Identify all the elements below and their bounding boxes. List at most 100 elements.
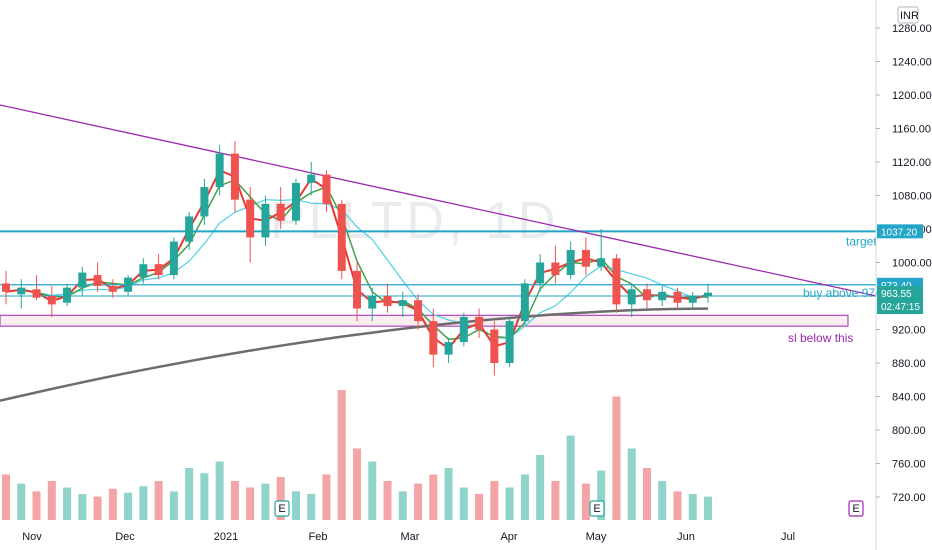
volume-bar (444, 468, 453, 520)
candle-body (398, 300, 407, 307)
volume-bar (63, 487, 72, 520)
volume-bar (230, 481, 239, 520)
candle-body (688, 296, 697, 303)
price-label: 963.55 (881, 289, 912, 300)
volume-bar (322, 474, 331, 520)
candle-body (337, 203, 346, 271)
volume-bar (581, 483, 590, 520)
x-tick-label: Jun (677, 531, 695, 543)
volume-bar (169, 491, 178, 520)
candle-body (17, 287, 26, 295)
volume-bar (291, 491, 300, 520)
candle-body (673, 291, 682, 303)
x-tick-label: Apr (500, 531, 517, 543)
volume-bar (658, 481, 667, 520)
annotation-0: target (846, 234, 877, 248)
candle-body (551, 262, 560, 276)
candle-body (429, 321, 438, 355)
candle-body (475, 316, 484, 330)
candle-body (444, 342, 453, 355)
candle-body (612, 258, 621, 305)
candle-body (291, 182, 300, 221)
trendline[interactable] (0, 104, 877, 297)
y-tick-label: 840.00 (892, 392, 926, 404)
annotation-2: sl below this (788, 331, 853, 345)
price-label: 1037.20 (881, 227, 918, 238)
volume-bar (551, 481, 560, 520)
time-axis[interactable]: Nov Dec 2021 Feb Mar Apr May Jun Jul (22, 531, 795, 543)
y-tick-label: 1120.00 (892, 157, 931, 169)
y-tick-label: 1240.00 (892, 57, 932, 69)
volume-bar (261, 483, 270, 520)
volume-bar (673, 491, 682, 520)
volume-bar (566, 435, 575, 520)
volume-bar (490, 481, 499, 520)
x-tick-label: 2021 (214, 531, 238, 543)
earnings-badge-label: E (852, 503, 859, 515)
y-tick-label: 1200.00 (892, 90, 932, 102)
descending-trendline (0, 104, 877, 297)
annotations: target buy above 974 sl below this (788, 234, 882, 345)
volume-bar (505, 487, 514, 520)
y-tick-label: 760.00 (892, 459, 926, 471)
candle-body (215, 153, 224, 188)
candle-body (704, 292, 712, 296)
y-tick-label: 920.00 (892, 325, 926, 337)
volume-bar (47, 481, 56, 520)
volume-bar (139, 486, 148, 520)
volume-bars (2, 390, 712, 520)
volume-bar (429, 474, 438, 520)
ma-200-line (0, 307, 709, 402)
y-tick-label: 1160.00 (892, 124, 931, 136)
candle-body (230, 153, 239, 200)
candle-body (383, 296, 392, 307)
y-tick-label: 1280.00 (892, 23, 932, 35)
candle-body (93, 275, 102, 286)
candle-body (322, 174, 331, 204)
volume-bar (368, 461, 377, 520)
volume-bar (459, 487, 468, 520)
ma-slow-line (5, 199, 709, 339)
candle-body (169, 241, 178, 276)
volume-bar (475, 494, 484, 520)
candle-body (200, 187, 209, 217)
candle-body (246, 199, 255, 238)
candle-body (642, 289, 651, 301)
candle-body (414, 300, 423, 322)
currency-box (897, 6, 919, 24)
candle-body (505, 321, 514, 363)
price-label-box (877, 286, 923, 315)
y-tick-label: 720.00 (892, 492, 926, 504)
candle-body (154, 264, 163, 276)
volume-bar (398, 491, 407, 520)
currency-label: INR (900, 10, 919, 22)
candle-body (627, 289, 636, 305)
x-tick-label: Jul (781, 531, 795, 543)
volume-bar (383, 481, 392, 520)
candle-body (124, 277, 133, 292)
candle-body (185, 216, 194, 242)
volume-bar (627, 448, 636, 520)
volume-bar (612, 396, 621, 520)
volume-bar (353, 448, 361, 520)
volume-bar (536, 455, 545, 520)
x-tick-label: Dec (115, 531, 135, 543)
candle-body (597, 258, 606, 267)
candle-body (459, 316, 468, 343)
y-tick-label: 880.00 (892, 358, 926, 370)
volume-bar (200, 473, 209, 520)
x-tick-label: Mar (401, 531, 420, 543)
annotation-1: buy above 974 (803, 286, 882, 300)
horizontal-levels[interactable] (0, 230, 876, 297)
volume-bar (688, 494, 697, 520)
x-tick-label: Nov (22, 531, 42, 543)
volume-bar (124, 492, 133, 520)
price-axis[interactable]: 720.00 760.00 800.00 840.00 880.00 920.00 1000… (875, 0, 932, 550)
y-tick-label: 1000.00 (892, 258, 932, 270)
volume-bar (597, 470, 606, 520)
earnings-badge (848, 500, 864, 517)
candle-body (353, 270, 361, 309)
candles (2, 141, 712, 376)
